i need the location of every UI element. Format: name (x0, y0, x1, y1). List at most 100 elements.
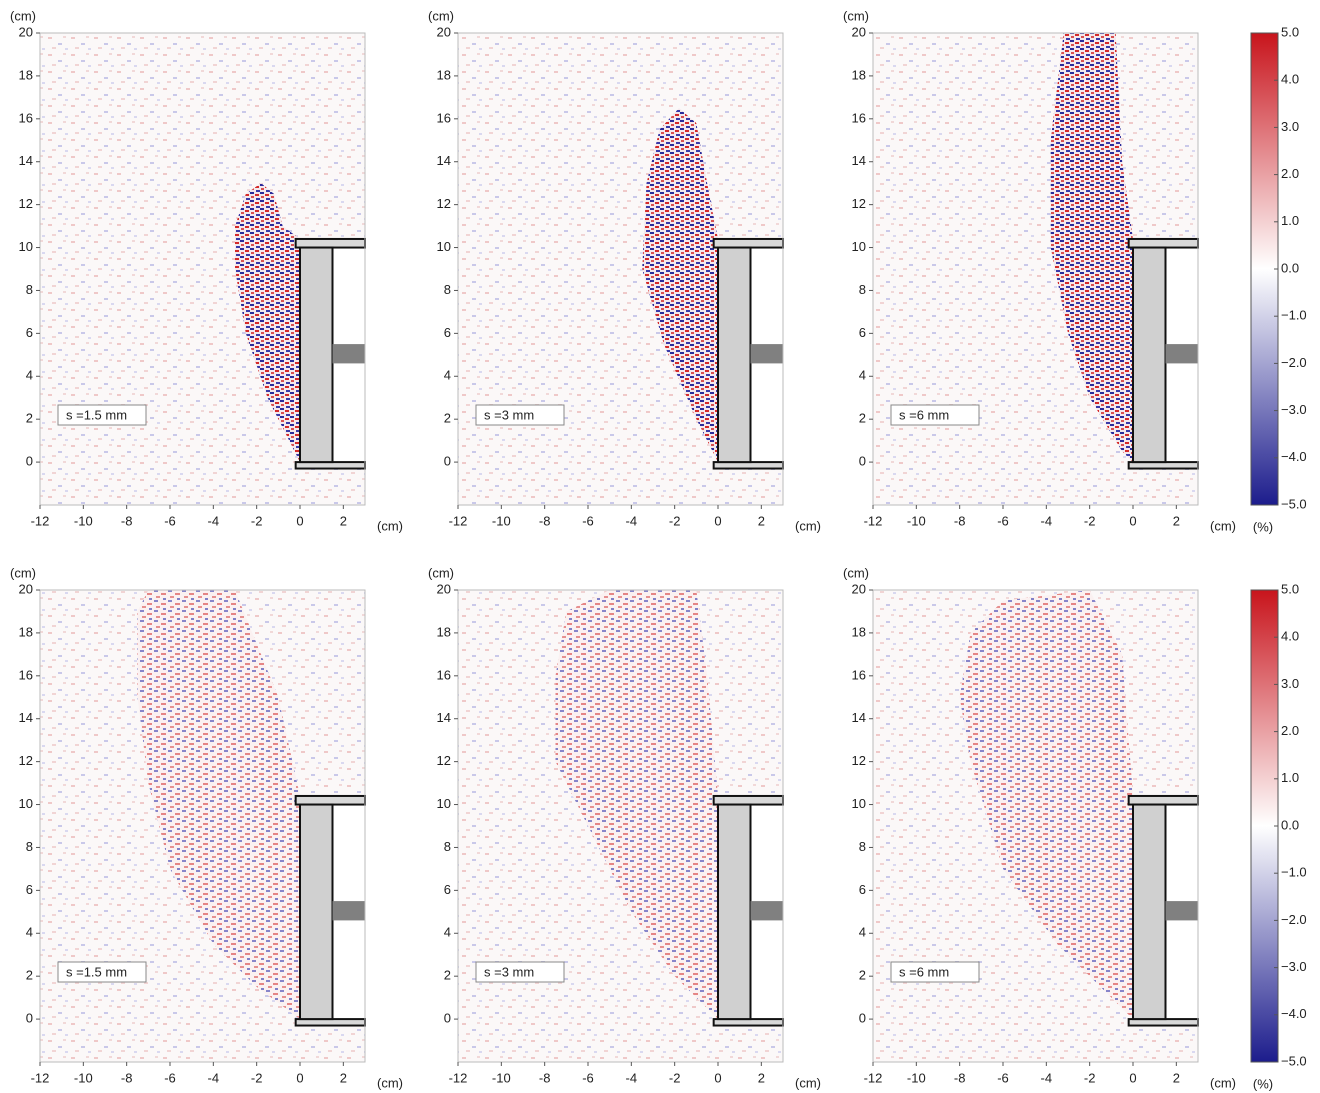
x-unit: (cm) (1210, 518, 1236, 533)
y-tick-label: 6 (859, 325, 866, 340)
x-tick-label: 2 (340, 1070, 347, 1085)
y-tick-label: 18 (437, 624, 451, 639)
footing (1132, 803, 1167, 1021)
footing (294, 794, 366, 806)
x-tick-label: -6 (164, 1070, 176, 1085)
y-tick-label: 4 (444, 925, 451, 940)
strain-zone (235, 183, 300, 463)
y-tick-label: 20 (437, 24, 451, 39)
plot-frame (39, 32, 366, 506)
x-tick-label: -8 (539, 513, 551, 528)
colorbar-tick-label: 0.0 (1281, 817, 1299, 832)
y-tick-label: 6 (26, 882, 33, 897)
y-tick-label: 14 (437, 710, 451, 725)
x-tick-label: 2 (340, 513, 347, 528)
footing (294, 237, 366, 249)
x-tick-label: -8 (539, 1070, 551, 1085)
y-tick-label: 12 (852, 753, 866, 768)
y-tick-label: 20 (852, 24, 866, 39)
x-tick-label: -12 (31, 513, 50, 528)
annotation-box (475, 961, 565, 983)
y-tick-label: 14 (19, 710, 33, 725)
footing (712, 237, 785, 249)
footing (299, 246, 334, 464)
load-plate (750, 344, 783, 364)
x-tick-label: -4 (626, 1070, 638, 1085)
y-tick-label: 4 (444, 368, 451, 383)
x-tick-label: -2 (1084, 513, 1096, 528)
annotation: s =6 mm (899, 964, 949, 979)
y-tick-label: 12 (19, 753, 33, 768)
y-tick-label: 8 (26, 282, 33, 297)
annotation-box (890, 961, 980, 983)
x-tick-label: -8 (954, 1070, 966, 1085)
y-tick-label: 0 (444, 1011, 451, 1026)
y-tick-label: 0 (26, 454, 33, 469)
strain-zone (642, 108, 718, 463)
strain-zone (1050, 33, 1133, 463)
x-tick-label: -8 (121, 1070, 133, 1085)
x-tick-label: 0 (296, 513, 303, 528)
footing (1127, 794, 1199, 806)
annotation: s =6 mm (899, 407, 949, 422)
x-unit: (cm) (795, 518, 821, 533)
y-tick-label: 16 (19, 110, 33, 125)
x-tick-label: -6 (582, 1070, 594, 1085)
footing (717, 246, 752, 464)
x-tick-label: 0 (714, 513, 721, 528)
x-tick-label: -4 (1041, 513, 1053, 528)
x-tick-label: -2 (251, 1070, 263, 1085)
x-unit: (cm) (795, 1075, 821, 1090)
y-tick-label: 14 (852, 153, 866, 168)
load-plate (750, 901, 783, 921)
y-tick-label: 6 (26, 325, 33, 340)
y-tick-label: 18 (19, 67, 33, 82)
x-tick-label: -2 (669, 513, 681, 528)
x-tick-label: -12 (864, 1070, 883, 1085)
x-unit: (cm) (377, 1075, 403, 1090)
y-tick-label: 10 (437, 796, 451, 811)
x-unit: (cm) (1210, 1075, 1236, 1090)
y-tick-label: 18 (852, 67, 866, 82)
x-tick-label: -10 (74, 513, 93, 528)
x-tick-label: -2 (251, 513, 263, 528)
y-unit: (cm) (10, 565, 36, 580)
footing (1132, 246, 1167, 464)
y-tick-label: 8 (26, 839, 33, 854)
colorbar-tick-label: 4.0 (1281, 72, 1299, 87)
colorbar-tick-label: −3.0 (1281, 959, 1307, 974)
colorbar-unit: (%) (1253, 1076, 1273, 1091)
x-tick-label: -6 (582, 513, 594, 528)
colorbar-tick-label: 5.0 (1281, 24, 1299, 39)
x-tick-label: 2 (1173, 1070, 1180, 1085)
y-tick-label: 0 (859, 454, 866, 469)
colorbar-tick-label: 2.0 (1281, 166, 1299, 181)
y-tick-label: 4 (26, 368, 33, 383)
colorbar-tick-label: −5.0 (1281, 496, 1307, 511)
y-tick-label: 20 (19, 581, 33, 596)
annotation: s =1.5 mm (66, 407, 127, 422)
colorbar-tick-label: −4.0 (1281, 1006, 1307, 1021)
colorbar-tick-label: 1.0 (1281, 770, 1299, 785)
y-tick-label: 4 (859, 925, 866, 940)
y-tick-label: 14 (852, 710, 866, 725)
x-tick-label: -10 (492, 1070, 511, 1085)
plot-frame (39, 589, 366, 1063)
x-tick-label: -4 (208, 1070, 220, 1085)
y-tick-label: 2 (859, 968, 866, 983)
x-tick-label: -12 (864, 513, 883, 528)
y-unit: (cm) (428, 565, 454, 580)
y-tick-label: 4 (859, 368, 866, 383)
y-tick-label: 8 (859, 839, 866, 854)
colorbar-tick-label: −1.0 (1281, 865, 1307, 880)
x-tick-label: -6 (997, 513, 1009, 528)
y-tick-label: 16 (852, 667, 866, 682)
colorbar-tick-label: −3.0 (1281, 402, 1307, 417)
y-tick-label: 20 (852, 581, 866, 596)
x-tick-label: -12 (449, 513, 468, 528)
x-tick-label: -6 (164, 513, 176, 528)
y-tick-label: 16 (852, 110, 866, 125)
y-tick-label: 6 (444, 882, 451, 897)
y-tick-label: 0 (859, 1011, 866, 1026)
